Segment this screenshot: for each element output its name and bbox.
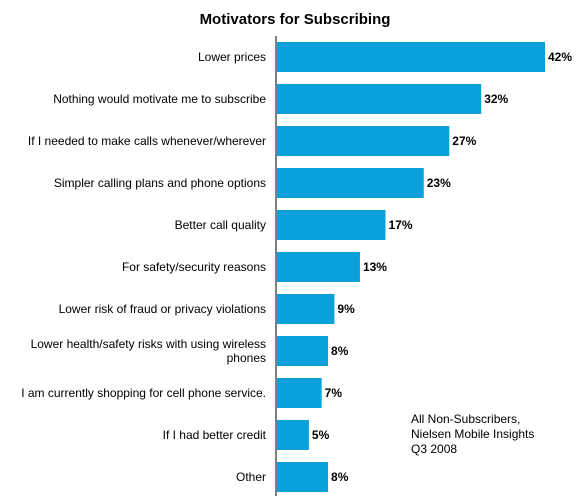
- source-note: All Non-Subscribers, Nielsen Mobile Insig…: [411, 412, 534, 456]
- value-label-6: 9%: [337, 302, 355, 316]
- category-label-1: Nothing would motivate me to subscribe: [53, 92, 266, 106]
- category-label-3: Simpler calling plans and phone options: [54, 176, 266, 190]
- category-label-8: I am currently shopping for cell phone s…: [21, 386, 266, 400]
- value-label-5: 13%: [363, 260, 387, 274]
- category-label-4: Better call quality: [175, 218, 266, 232]
- value-label-10: 8%: [331, 470, 349, 484]
- value-label-8: 7%: [325, 386, 343, 400]
- bar-2: [277, 126, 450, 156]
- category-label-5: For safety/security reasons: [122, 260, 266, 274]
- bar-group: 42% Lower prices 32% Nothing would motivate…: [21, 42, 572, 492]
- bar-4: [277, 210, 386, 240]
- value-label-3: 23%: [427, 176, 451, 190]
- bar-1: [277, 84, 482, 114]
- value-label-1: 32%: [484, 92, 508, 106]
- value-label-4: 17%: [388, 218, 412, 232]
- bar-7: [277, 336, 329, 366]
- bar-3: [277, 168, 424, 198]
- value-label-2: 27%: [452, 134, 476, 148]
- value-label-7: 8%: [331, 344, 349, 358]
- category-label-0: Lower prices: [198, 50, 266, 64]
- category-label-7: Lower health/safety risks with using wir…: [31, 337, 266, 365]
- value-label-0: 42%: [548, 50, 572, 64]
- category-label-2: If I needed to make calls whenever/where…: [28, 134, 266, 148]
- bar-10: [277, 462, 329, 492]
- bar-6: [277, 294, 335, 324]
- chart-title: Motivators for Subscribing: [200, 11, 391, 28]
- category-label-9: If I had better credit: [163, 428, 267, 442]
- value-label-9: 5%: [312, 428, 330, 442]
- bar-8: [277, 378, 322, 408]
- bar-9: [277, 420, 309, 450]
- bar-5: [277, 252, 360, 282]
- bar-0: [277, 42, 545, 72]
- category-label-10: Other: [236, 470, 266, 484]
- category-label-6: Lower risk of fraud or privacy violation…: [59, 302, 266, 316]
